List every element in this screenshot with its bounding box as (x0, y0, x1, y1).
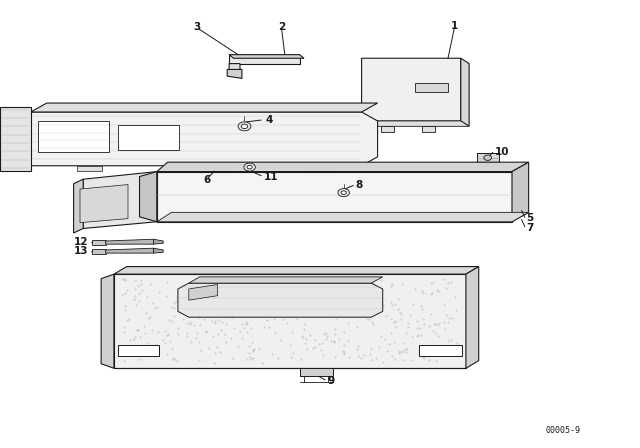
Polygon shape (114, 274, 466, 368)
Polygon shape (300, 368, 333, 376)
Polygon shape (38, 121, 109, 152)
Circle shape (247, 165, 252, 169)
Polygon shape (77, 166, 102, 171)
Polygon shape (362, 58, 461, 121)
Polygon shape (31, 112, 378, 166)
Polygon shape (189, 277, 383, 283)
Text: 00005-9: 00005-9 (546, 426, 580, 435)
Polygon shape (92, 249, 106, 254)
Polygon shape (362, 121, 469, 126)
Circle shape (338, 189, 349, 197)
Polygon shape (118, 345, 159, 356)
Polygon shape (154, 239, 163, 244)
Polygon shape (415, 83, 448, 92)
Polygon shape (229, 64, 240, 77)
Polygon shape (381, 126, 394, 132)
Polygon shape (157, 162, 529, 172)
Polygon shape (83, 172, 157, 228)
Text: 2: 2 (278, 22, 285, 32)
Text: 12: 12 (74, 237, 88, 247)
Polygon shape (140, 172, 157, 222)
Polygon shape (227, 69, 242, 78)
Polygon shape (178, 283, 383, 317)
Polygon shape (114, 267, 479, 274)
Polygon shape (477, 153, 499, 162)
Circle shape (244, 163, 255, 171)
Text: 4: 4 (266, 115, 273, 125)
Polygon shape (157, 212, 529, 222)
Circle shape (241, 124, 248, 129)
Text: 13: 13 (74, 246, 88, 256)
Text: 10: 10 (495, 147, 509, 157)
Text: 1: 1 (451, 21, 458, 31)
Text: 8: 8 (356, 180, 363, 190)
Text: 9: 9 (328, 376, 335, 386)
Polygon shape (0, 107, 31, 171)
Polygon shape (101, 274, 114, 368)
Text: 11: 11 (264, 172, 278, 181)
Polygon shape (31, 103, 378, 112)
Circle shape (484, 155, 492, 160)
Polygon shape (419, 345, 462, 356)
Text: 5: 5 (526, 213, 533, 223)
Polygon shape (80, 185, 128, 223)
Polygon shape (205, 166, 230, 171)
Polygon shape (106, 248, 154, 253)
Polygon shape (118, 125, 179, 150)
Polygon shape (307, 166, 333, 171)
Polygon shape (229, 55, 304, 58)
Polygon shape (154, 248, 163, 253)
Polygon shape (92, 240, 106, 245)
Text: 6: 6 (203, 175, 211, 185)
Polygon shape (14, 112, 31, 166)
Polygon shape (189, 284, 218, 300)
Polygon shape (157, 172, 512, 222)
Polygon shape (461, 58, 469, 126)
Polygon shape (512, 162, 529, 222)
Polygon shape (466, 267, 479, 368)
Circle shape (341, 191, 346, 194)
Circle shape (238, 122, 251, 131)
Polygon shape (106, 239, 154, 244)
Polygon shape (422, 126, 435, 132)
Text: 3: 3 (193, 22, 201, 32)
Polygon shape (74, 179, 83, 233)
Text: 7: 7 (526, 223, 534, 233)
Polygon shape (229, 55, 300, 64)
